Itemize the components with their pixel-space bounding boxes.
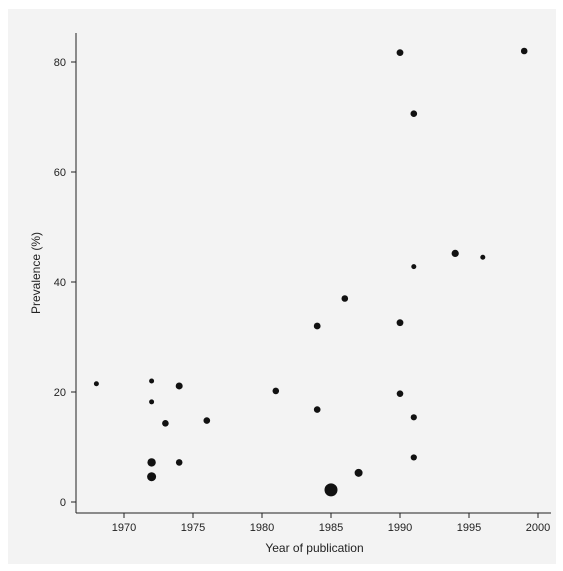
data-point (341, 295, 349, 302)
data-point (149, 378, 155, 384)
x-tick-label: 1970 (112, 522, 136, 534)
x-tick-label: 1990 (388, 522, 412, 534)
x-tick-label: 1995 (457, 522, 481, 534)
data-point (147, 458, 156, 467)
data-point (272, 387, 280, 395)
y-tick-label: 80 (54, 57, 66, 69)
data-point (396, 49, 404, 57)
y-ticks: 0 20 40 60 80 (54, 57, 76, 509)
data-point (410, 414, 417, 421)
x-tick-label: 1980 (250, 522, 274, 534)
data-point (162, 420, 169, 427)
data-point (175, 459, 183, 466)
axes (75, 33, 551, 514)
x-tick-label: 1985 (319, 522, 343, 534)
y-tick-label: 40 (54, 277, 66, 289)
data-point (411, 264, 417, 270)
data-point (175, 382, 183, 390)
data-point (480, 254, 486, 260)
data-points (93, 47, 528, 497)
data-point (354, 468, 363, 477)
x-tick-label: 1975 (181, 522, 205, 534)
y-axis-title: Prevalence (%) (29, 232, 43, 314)
x-axis-title: Year of publication (265, 541, 363, 555)
x-ticks: 1970 1975 1980 1985 1990 1995 2000 (112, 513, 550, 534)
chart-panel (8, 9, 556, 564)
data-point (149, 399, 155, 405)
data-point (410, 110, 418, 117)
data-point (520, 47, 528, 55)
data-point (203, 417, 211, 424)
data-point (93, 381, 99, 387)
y-tick-label: 60 (54, 167, 66, 179)
data-point (324, 483, 338, 497)
data-point (313, 322, 321, 330)
data-point (451, 249, 459, 257)
y-tick-label: 20 (54, 387, 66, 399)
data-point (410, 454, 417, 461)
x-tick-label: 2000 (526, 522, 550, 534)
data-point (396, 319, 404, 327)
data-point (313, 406, 321, 413)
y-tick-label: 0 (60, 497, 66, 509)
data-point (147, 472, 157, 482)
data-point (396, 390, 404, 397)
